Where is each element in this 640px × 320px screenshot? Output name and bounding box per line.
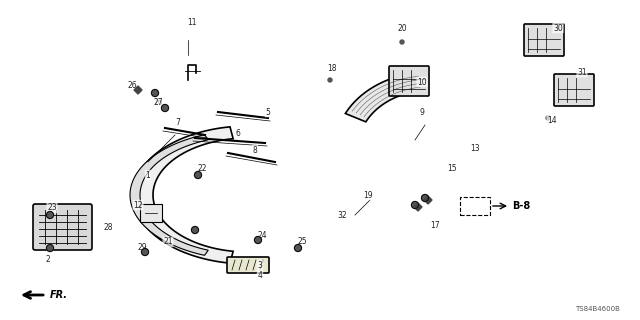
Text: 13: 13 bbox=[470, 143, 480, 153]
Text: 18: 18 bbox=[327, 63, 337, 73]
Text: 10: 10 bbox=[417, 77, 427, 86]
Circle shape bbox=[400, 40, 404, 44]
Text: 8: 8 bbox=[253, 146, 257, 155]
Polygon shape bbox=[134, 86, 142, 94]
FancyBboxPatch shape bbox=[33, 204, 92, 250]
FancyBboxPatch shape bbox=[389, 66, 429, 96]
Text: 28: 28 bbox=[103, 223, 113, 233]
Circle shape bbox=[328, 78, 332, 82]
Circle shape bbox=[191, 227, 198, 234]
Text: 9: 9 bbox=[420, 108, 424, 116]
Text: 19: 19 bbox=[363, 190, 373, 199]
Text: 30: 30 bbox=[553, 23, 563, 33]
PathPatch shape bbox=[130, 135, 208, 255]
Circle shape bbox=[141, 249, 148, 255]
Text: 1: 1 bbox=[146, 171, 150, 180]
FancyBboxPatch shape bbox=[524, 24, 564, 56]
Text: 16: 16 bbox=[153, 98, 163, 107]
Text: 4: 4 bbox=[257, 270, 262, 279]
Circle shape bbox=[161, 105, 168, 111]
Text: 32: 32 bbox=[337, 211, 347, 220]
Polygon shape bbox=[414, 203, 422, 211]
Circle shape bbox=[412, 202, 419, 209]
Text: TS84B4600B: TS84B4600B bbox=[575, 306, 620, 312]
Text: 21: 21 bbox=[163, 237, 173, 246]
Circle shape bbox=[195, 172, 202, 179]
Text: 12: 12 bbox=[133, 201, 143, 210]
Text: 7: 7 bbox=[175, 117, 180, 126]
Circle shape bbox=[546, 116, 550, 120]
Text: 3: 3 bbox=[257, 260, 262, 269]
Circle shape bbox=[255, 236, 262, 244]
Text: 27: 27 bbox=[153, 98, 163, 107]
Circle shape bbox=[47, 244, 54, 252]
Text: 26: 26 bbox=[127, 81, 137, 90]
Text: FR.: FR. bbox=[50, 290, 68, 300]
Text: 11: 11 bbox=[188, 18, 196, 27]
PathPatch shape bbox=[346, 72, 426, 122]
Circle shape bbox=[47, 212, 54, 219]
Text: 31: 31 bbox=[577, 68, 587, 76]
Text: 20: 20 bbox=[397, 23, 407, 33]
Text: 22: 22 bbox=[197, 164, 207, 172]
Text: 2: 2 bbox=[45, 255, 51, 265]
Circle shape bbox=[152, 90, 159, 97]
Bar bbox=[460, 197, 490, 215]
Text: 24: 24 bbox=[257, 230, 267, 239]
Bar bbox=[140, 204, 162, 222]
Text: 17: 17 bbox=[430, 220, 440, 229]
Polygon shape bbox=[424, 196, 432, 204]
Text: 29: 29 bbox=[137, 244, 147, 252]
FancyBboxPatch shape bbox=[227, 257, 269, 273]
PathPatch shape bbox=[133, 127, 233, 263]
FancyBboxPatch shape bbox=[554, 74, 594, 106]
Text: 25: 25 bbox=[297, 237, 307, 246]
Circle shape bbox=[422, 195, 429, 202]
Text: B-8: B-8 bbox=[512, 201, 531, 211]
Text: 23: 23 bbox=[47, 204, 57, 212]
Text: 14: 14 bbox=[547, 116, 557, 124]
Text: 5: 5 bbox=[266, 108, 271, 116]
Text: 6: 6 bbox=[236, 129, 241, 138]
Text: 15: 15 bbox=[447, 164, 457, 172]
Circle shape bbox=[294, 244, 301, 252]
